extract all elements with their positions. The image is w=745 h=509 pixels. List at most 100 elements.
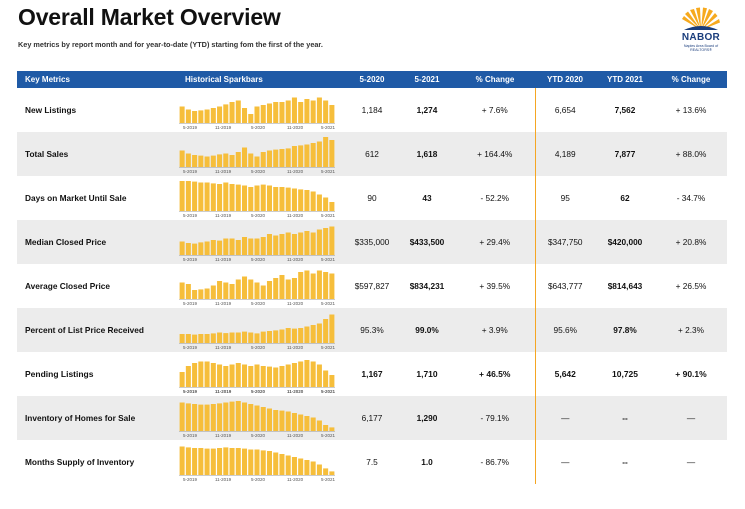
metrics-table: Key Metrics Historical Sparkbars 5-2020 … [17,71,727,484]
sparkbar [248,332,254,343]
sparkbar-chart: 5-2019 11-2019 5-2020 11-2020 5-2021 [177,308,345,352]
sparkbar-axis-label: 5-2019 [183,389,198,394]
sparkbar [185,153,191,167]
sparkbar-svg: 5-2019 11-2019 5-2020 11-2020 5-2021 [179,270,335,306]
sparkbar [235,401,241,431]
sparkbar-axis-label: 11-2019 [215,213,232,218]
value-ytd-2020: 5,642 [554,369,576,379]
value-pct-change: - 86.7% [455,440,536,484]
sparkbar [323,425,329,431]
sparkbar [192,111,198,123]
sparkbar-axis-label: 11-2019 [215,477,232,482]
sparkbar [266,366,272,387]
sparkbar [323,197,329,211]
sparkbar-axis-label: 11-2019 [215,301,232,306]
value-5-2020: $335,000 [345,220,399,264]
sparkbar-axis-label: 5-2019 [183,433,198,438]
sparkbar [204,448,210,475]
sparkbar [323,319,329,343]
sparkbar-axis-label: 5-2021 [321,477,335,482]
sparkbar [266,185,272,211]
sparkbar [198,289,204,299]
sparkbar [266,103,272,123]
sparkbar [266,408,272,431]
sparkbar [304,360,310,387]
value-5-2020: 1,184 [361,105,383,115]
value-ytd-2021: 62 [620,193,630,203]
sparkbar [260,184,266,211]
sparkbar [204,156,210,167]
metric-name: Percent of List Price Received [17,308,177,352]
value-5-2021: $433,500 [399,220,455,264]
sparkbar [316,270,322,299]
sparkbar [248,404,254,431]
sparkbar [248,238,254,255]
sparkbar-axis-label: 5-2020 [251,213,266,218]
sparkbar [285,455,291,475]
sparkbar [235,100,241,123]
sparkbar [248,114,254,123]
sparkbar [223,333,229,343]
sparkbar [223,402,229,431]
sparkbar [323,468,329,475]
sparkbar [291,413,297,431]
sparkbar [229,238,235,255]
sparkbar-chart: 5-2019 11-2019 5-2020 11-2020 5-2021 [177,220,345,264]
sparkbar [235,279,241,299]
value-5-2020: 7.5 [366,457,378,467]
sparkbar [285,328,291,343]
sparkbar-axis-label: 5-2019 [183,345,198,350]
table-row: Days on Market Until Sale 5-2019 11-2019 5-… [17,176,727,220]
sparkbar [198,404,204,431]
value-ytd-2021: 10,725 [612,369,638,379]
sparkbar [273,330,279,343]
sparkbar [304,99,310,123]
sparkbar-axis-label: 11-2019 [215,125,232,130]
sparkbar [254,449,260,475]
sparkbar [192,404,198,431]
sparkbar [298,189,304,211]
sparkbar [260,366,266,387]
sparkbar [192,363,198,387]
sparkbar [185,447,191,475]
metric-name: New Listings [25,105,77,115]
sparkbar-axis-label: 5-2019 [183,301,198,306]
table-row: Pending Listings 5-2019 11-2019 5-2020 11-20… [17,352,727,396]
sparkbar [198,110,204,123]
value-ytd-2020: 4,189 [535,132,595,176]
sparkbar [304,231,310,255]
logo-name: NABOR [681,32,721,43]
sparkbar [217,403,223,431]
value-pct-change: + 7.6% [455,88,536,132]
sparkbar-svg: 5-2019 11-2019 5-2020 11-2020 5-2021 [179,360,335,394]
sparkbar-axis-label: 11-2020 [287,213,304,218]
sparkbar [298,272,304,299]
sparkbar-svg: 5-2019 11-2019 5-2020 11-2020 5-2021 [179,97,335,130]
sparkbar [273,235,279,255]
sparkbar-axis-label: 5-2021 [321,301,335,306]
sparkbar-chart: 5-2019 11-2019 5-2020 11-2020 5-2021 [177,264,345,308]
sparkbar [260,407,266,431]
value-ytd-2020: — [561,457,570,467]
value-ytd-2021: 7,877 [595,132,655,176]
sparkbar-axis-label: 5-2020 [251,169,266,174]
sparkbar-axis-label: 5-2020 [251,433,266,438]
sparkbar [242,185,248,211]
sparkbar [273,102,279,123]
sparkbar [323,100,329,123]
sparkbar [223,282,229,299]
sparkbar [235,448,241,475]
table-row: Total Sales 5-2019 11-2019 5-2020 11-2020 5-2… [17,132,727,176]
sparkbar [210,285,216,299]
value-ytd-2021: $814,643 [607,281,643,291]
table-row: New Listings 5-2019 11-2019 5-2020 11-2020 5-… [17,88,727,132]
sparkbar [285,148,291,167]
sparkbar [229,284,235,299]
sparkbar [179,241,185,255]
value-ytd-2020: 95 [560,193,570,203]
sparkbar [185,243,191,255]
sparkbar [279,234,285,255]
metric-name: Days on Market Until Sale [25,193,127,203]
sparkbar-axis-label: 5-2020 [251,389,266,394]
sparkbar-svg: 5-2019 11-2019 5-2020 11-2020 5-2021 [179,226,335,262]
